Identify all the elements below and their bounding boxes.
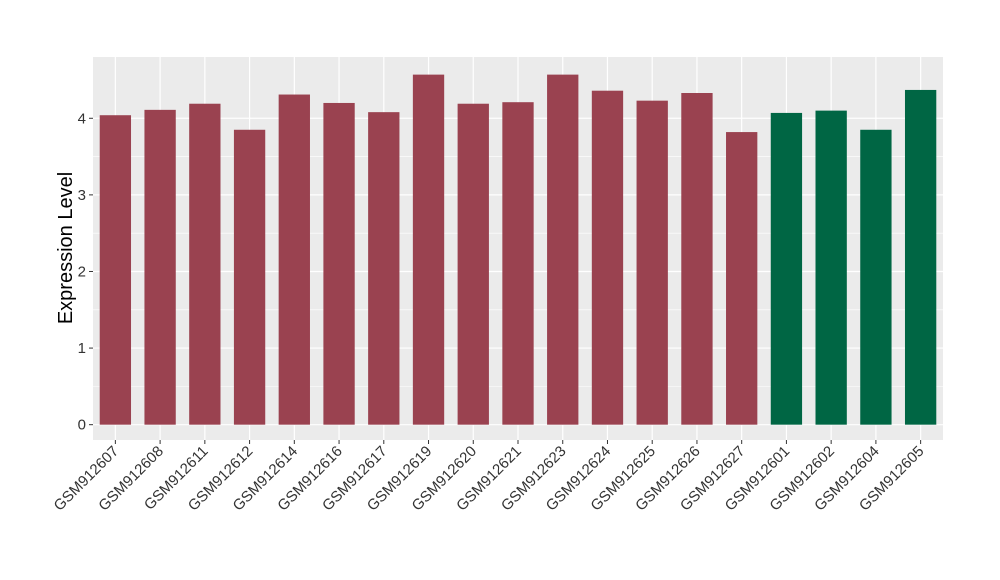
- y-axis: 0 1 2 3 4: [78, 110, 93, 434]
- bar-GSM912601: [770, 112, 803, 425]
- bar-GSM912607: [99, 115, 132, 425]
- bar-GSM912604: [860, 129, 892, 425]
- bars: [99, 74, 937, 425]
- y-tick-label: 4: [78, 110, 86, 127]
- bar-GSM912623: [547, 74, 579, 425]
- y-tick-label: 2: [78, 263, 86, 280]
- bar-GSM912621: [502, 102, 534, 425]
- bar-GSM912619: [412, 74, 445, 425]
- bar-GSM912627: [726, 132, 758, 425]
- bar-GSM912605: [904, 89, 937, 425]
- y-axis-title: Expression Level: [55, 172, 77, 324]
- bar-GSM912612: [233, 129, 266, 425]
- bar-GSM912626: [681, 93, 713, 425]
- bar-GSM912602: [815, 110, 847, 425]
- y-tick-label: 1: [78, 340, 86, 357]
- bar-GSM912608: [144, 109, 176, 425]
- bar-GSM912620: [457, 103, 489, 425]
- bar-GSM912616: [323, 102, 355, 425]
- bar-GSM912625: [636, 100, 668, 425]
- bar-GSM912614: [278, 94, 310, 425]
- bar-GSM912611: [189, 103, 221, 425]
- bar-GSM912617: [368, 112, 400, 425]
- bar-GSM912624: [591, 90, 624, 425]
- y-tick-label: 3: [78, 187, 86, 204]
- y-tick-label: 0: [78, 417, 86, 434]
- x-axis: GSM912607GSM912608GSM912611GSM912612GSM9…: [51, 440, 927, 514]
